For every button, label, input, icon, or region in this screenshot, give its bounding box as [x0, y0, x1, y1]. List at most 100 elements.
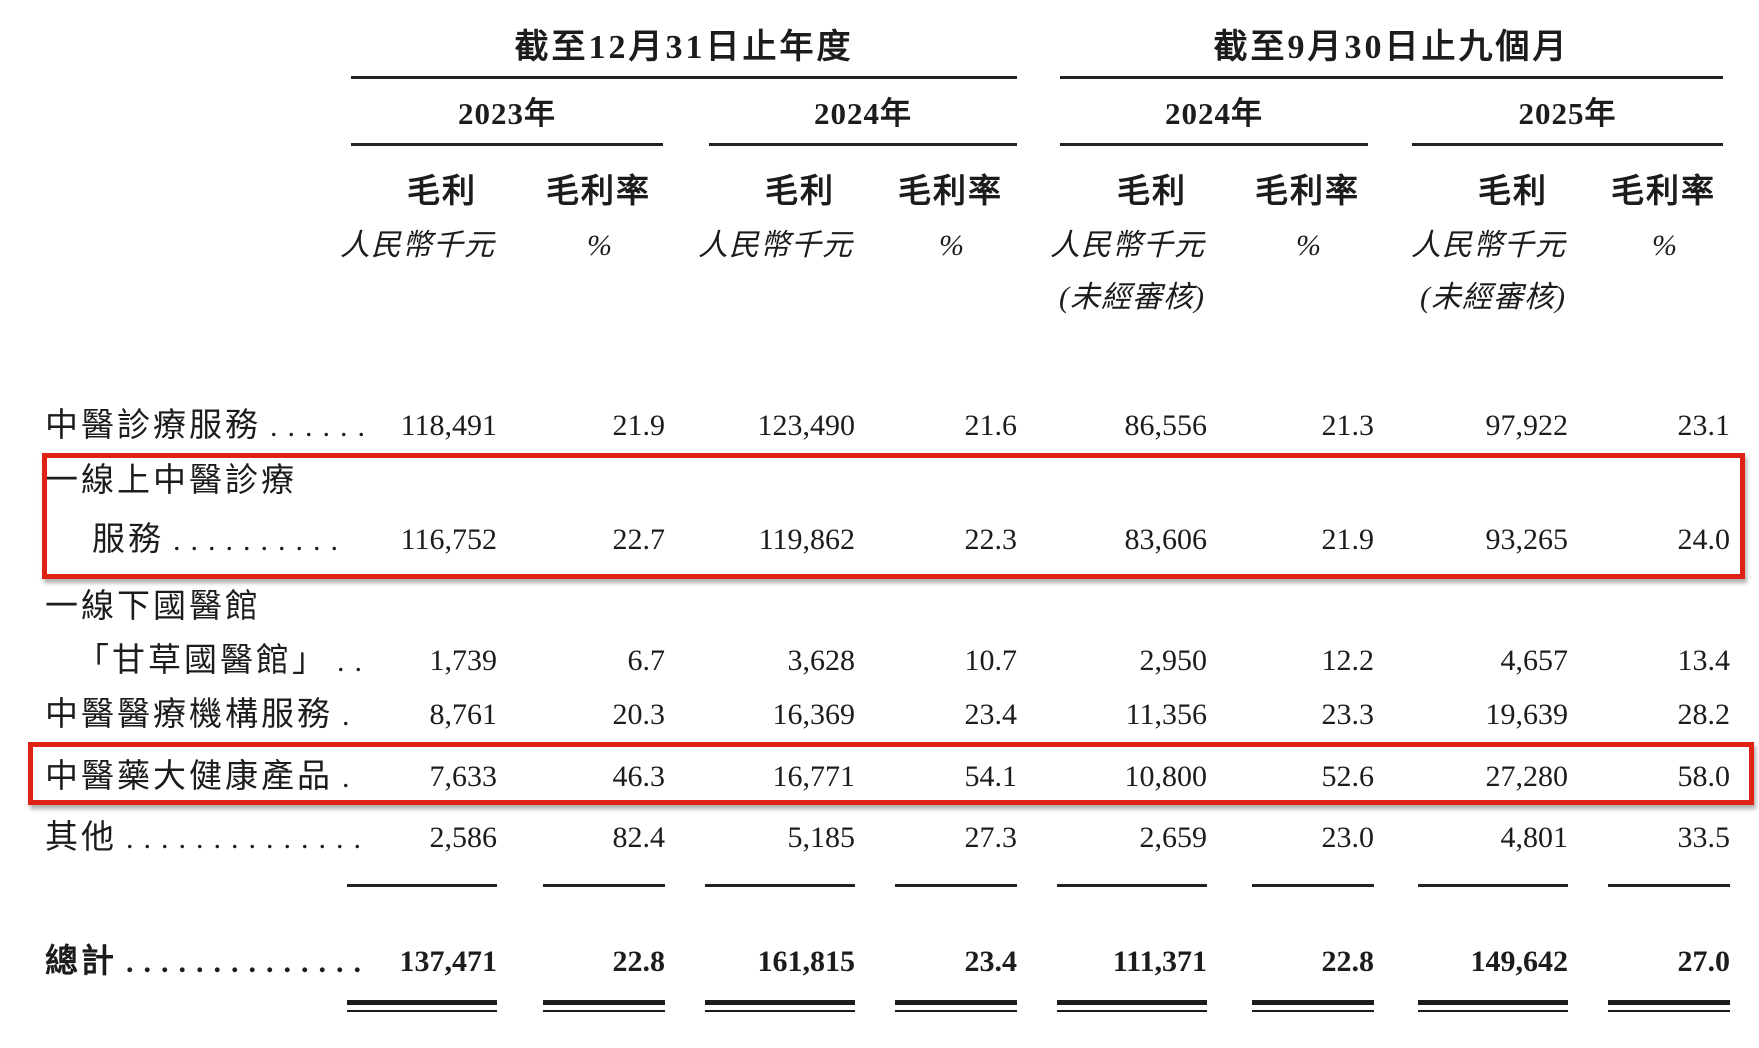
table-row-tcm-institution-services: 中醫醫療機構服務. 8,761 20.3 16,369 23.4 11,356 … [0, 691, 1730, 739]
total-value-cell: 23.4 [964, 945, 1018, 978]
value-cell: 23.4 [964, 698, 1018, 731]
value-cell: 23.1 [1677, 409, 1731, 442]
value-cell: 3,628 [787, 644, 856, 677]
value-cell: 123,490 [757, 409, 856, 442]
value-cell: 21.6 [964, 409, 1018, 442]
table-row-tcm-diagnosis-services: 中醫診療服務...... 118,491 21.9 123,490 21.6 8… [0, 402, 1730, 450]
total-double-rule [855, 984, 1017, 1018]
table-row-online-tcm-services-line1: 一線上中醫診療 [0, 457, 1730, 505]
col-header-gross-profit: 毛利 [1117, 174, 1187, 210]
dot-leader: .............. [126, 946, 371, 979]
dot-leader: .............. [126, 822, 371, 855]
value-cell: 13.4 [1677, 644, 1731, 677]
spacer-cell [1568, 274, 1730, 322]
table-row-offline-clinics-line1: 一線下國醫館 [0, 583, 1730, 631]
col-header-margin: 毛利率 [1255, 174, 1360, 210]
value-cell: 33.5 [1677, 821, 1731, 854]
year-rule [351, 143, 663, 146]
year-title-2024-9m: 2024年 [1165, 96, 1263, 131]
value-cell: 12.2 [1321, 644, 1375, 677]
spacer-cell [0, 222, 310, 270]
value-cell: 23.3 [1321, 698, 1375, 731]
unit-label-percent: % [1296, 229, 1322, 262]
value-cell: 2,950 [1139, 644, 1208, 677]
total-value-cell: 161,815 [757, 945, 856, 978]
period-group-title-annual: 截至12月31日止年度 [514, 29, 854, 66]
spacer-cell [497, 274, 665, 322]
total-double-rule [310, 984, 497, 1018]
total-value-cell: 137,471 [399, 945, 498, 978]
subtotal-rule-row [0, 862, 1730, 892]
dot-leader: ...... [270, 410, 375, 443]
unit-label-rmb: 人民幣千元 [1411, 229, 1566, 262]
value-cell: 27.3 [964, 821, 1018, 854]
unit-label-rmb: 人民幣千元 [340, 229, 495, 262]
total-value-cell: 22.8 [612, 945, 666, 978]
unit-label-rmb: 人民幣千元 [1050, 229, 1205, 262]
spacer-cell [665, 274, 855, 322]
value-cell: 10.7 [964, 644, 1018, 677]
col-header-margin: 毛利率 [546, 174, 651, 210]
value-cell: 10,800 [1124, 760, 1208, 793]
period-group-title-nine-months: 截至9月30日止九個月 [1213, 29, 1570, 66]
unaudited-label: (未經審核) [1420, 281, 1566, 314]
header-rule [351, 76, 1017, 79]
value-cell: 1,739 [429, 644, 498, 677]
total-double-rule [497, 984, 665, 1018]
row-label: 一線上中醫診療 [45, 463, 297, 499]
total-double-rule [1374, 984, 1568, 1018]
year-rule [709, 143, 1017, 146]
value-cell: 58.0 [1677, 760, 1731, 793]
value-cell: 21.3 [1321, 409, 1375, 442]
column-rule [855, 862, 1017, 892]
column-rule [665, 862, 855, 892]
value-cell: 21.9 [612, 409, 666, 442]
highlight-box-online-tcm-services [42, 453, 1745, 579]
col-header-margin: 毛利率 [898, 174, 1003, 210]
column-rule [1207, 862, 1374, 892]
total-rule-row [0, 984, 1730, 1018]
row-label: 其他.............. [45, 820, 371, 856]
unit-label-rmb: 人民幣千元 [698, 229, 853, 262]
column-rule [1374, 862, 1568, 892]
table-row-total: 總計.............. 137,471 22.8 161,815 23… [0, 938, 1730, 986]
column-unaudited-row: (未經審核) (未經審核) [0, 274, 1730, 322]
dot-leader: .. [337, 645, 372, 678]
col-header-gross-profit: 毛利 [407, 174, 477, 210]
value-cell: 54.1 [964, 760, 1018, 793]
total-double-rule [665, 984, 855, 1018]
value-cell: 2,586 [429, 821, 498, 854]
year-rule [1412, 143, 1723, 146]
unit-label-percent: % [587, 229, 613, 262]
col-header-gross-profit: 毛利 [765, 174, 835, 210]
column-unit-row: 人民幣千元 % 人民幣千元 % 人民幣千元 % 人民幣千元 % [0, 222, 1730, 270]
dot-leader: .......... [173, 524, 348, 557]
value-cell: 4,657 [1500, 644, 1569, 677]
value-cell: 28.2 [1677, 698, 1731, 731]
value-cell: 27,280 [1485, 760, 1569, 793]
value-cell: 8,761 [429, 698, 498, 731]
spacer-cell [0, 168, 310, 216]
dot-leader: . [342, 699, 360, 732]
spacer-cell [310, 274, 497, 322]
value-cell: 83,606 [1124, 523, 1208, 556]
total-double-rule [1017, 984, 1207, 1018]
value-cell: 52.6 [1321, 760, 1375, 793]
col-header-margin: 毛利率 [1611, 174, 1716, 210]
table-row-tcm-health-products: 中醫藥大健康產品. 7,633 46.3 16,771 54.1 10,800 … [0, 753, 1730, 801]
column-header-row: 毛利 毛利率 毛利 毛利率 毛利 毛利率 毛利 毛利率 [0, 168, 1730, 216]
total-double-rule [1207, 984, 1374, 1018]
value-cell: 97,922 [1485, 409, 1569, 442]
value-cell: 22.7 [612, 523, 666, 556]
table-row-offline-clinics-line2: 「甘草國醫館」.. 1,739 6.7 3,628 10.7 2,950 12.… [0, 637, 1730, 685]
year-title-2024: 2024年 [814, 96, 912, 131]
table-row-others: 其他.............. 2,586 82.4 5,185 27.3 2… [0, 814, 1730, 862]
row-label: 中醫醫療機構服務. [45, 697, 360, 733]
value-cell: 116,752 [400, 523, 497, 556]
highlight-box-tcm-health-products [28, 742, 1754, 805]
unaudited-label: (未經審核) [1059, 281, 1205, 314]
value-cell: 118,491 [400, 409, 497, 442]
column-rule [1568, 862, 1730, 892]
spacer-cell [855, 274, 1017, 322]
